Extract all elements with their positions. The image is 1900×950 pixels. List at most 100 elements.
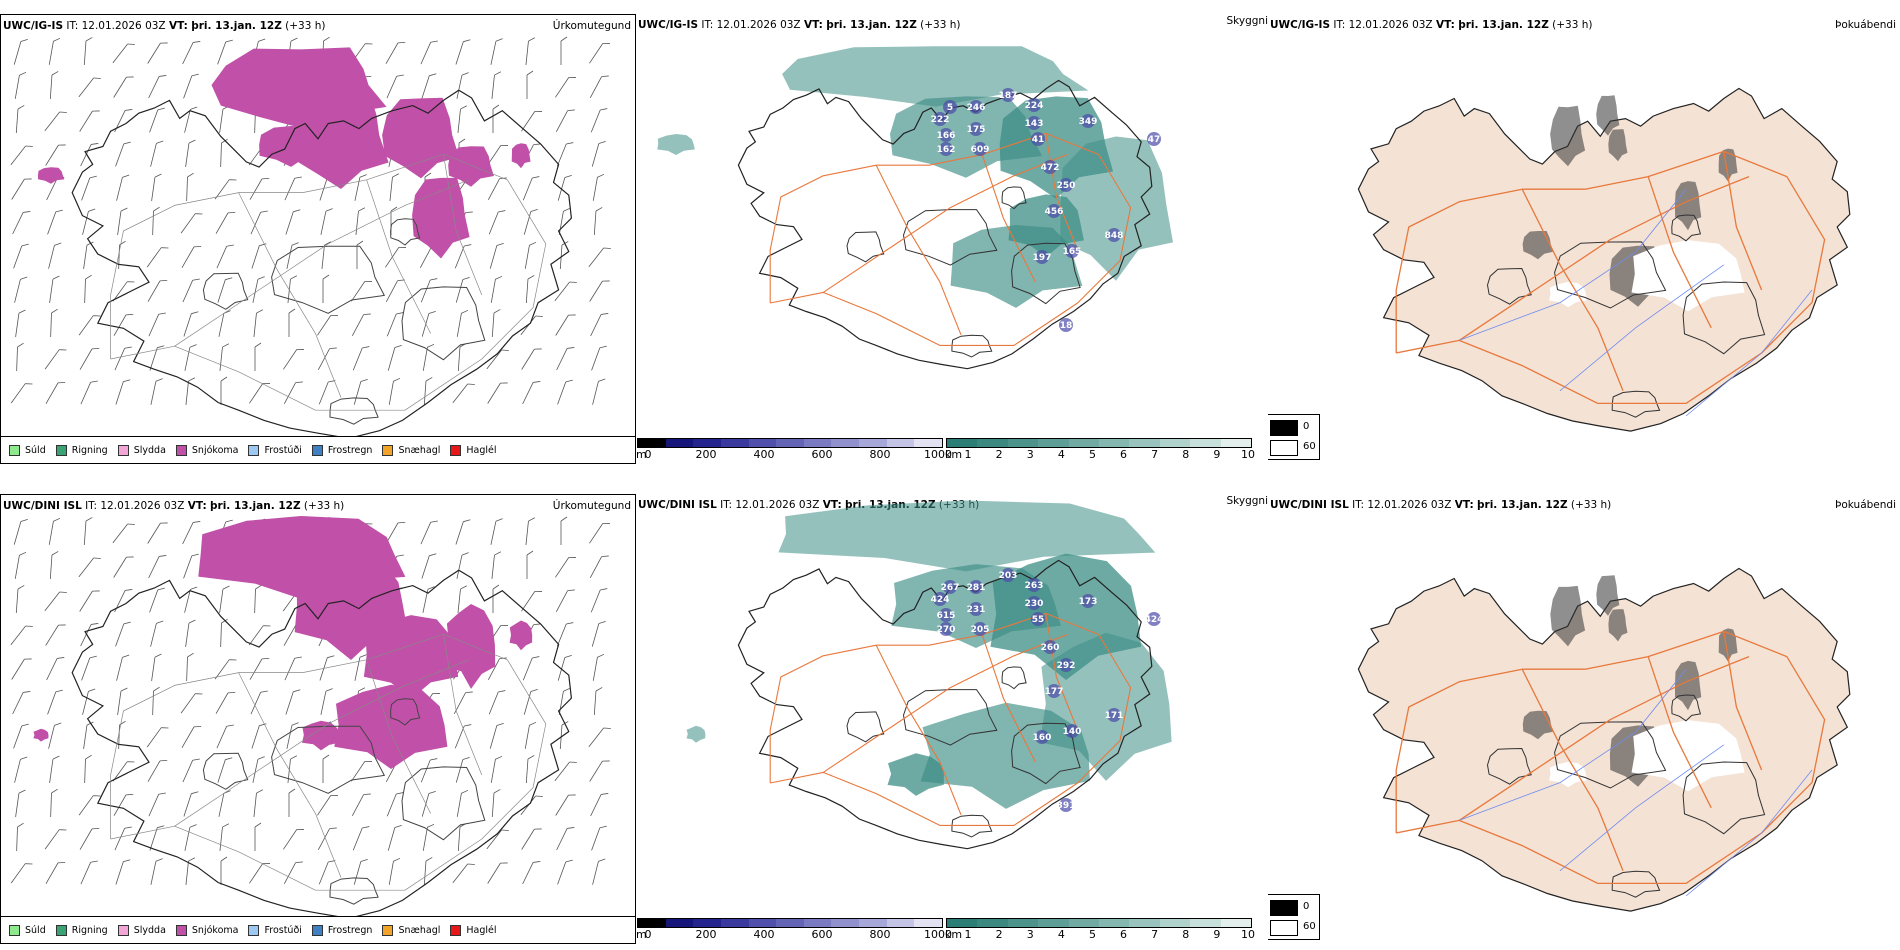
- wind-barb: [50, 308, 58, 338]
- wind-barb: [83, 517, 93, 546]
- road-line: [174, 659, 470, 827]
- glacier-outline: [846, 711, 885, 743]
- wind-barb-flag: [602, 522, 611, 524]
- glacier-outline: [1486, 747, 1532, 785]
- snow-area: [363, 615, 459, 699]
- glacier-outline: [271, 725, 386, 794]
- wind-barb-flag: [598, 620, 606, 624]
- colorbar-step: [977, 919, 1008, 927]
- wind-barb-staff: [184, 109, 191, 133]
- wind-barb-staff: [523, 211, 532, 235]
- wind-barb-flag: [222, 343, 230, 348]
- wind-barb: [320, 208, 333, 235]
- cloud-base-label: 231: [967, 605, 986, 615]
- wind-barb-staff: [147, 522, 161, 544]
- colorbar-step: [693, 919, 721, 927]
- cloud-base-label: 424: [1145, 615, 1164, 625]
- wind-barb: [487, 177, 507, 201]
- legend-label: Snjókoma: [191, 924, 239, 936]
- wind-barb: [457, 343, 467, 372]
- wind-barb: [589, 555, 609, 579]
- colorbar-tick: 4: [1057, 448, 1065, 461]
- wind-barb-flag: [90, 380, 98, 383]
- wind-barb: [219, 343, 230, 371]
- it-value: 12.01.2026 03Z: [1367, 499, 1452, 511]
- wind-barb-flag: [157, 587, 165, 591]
- wind-barb-staff: [588, 727, 604, 748]
- glacier-outline: [1682, 761, 1766, 835]
- colorbar-tick: 2: [995, 928, 1003, 941]
- wind-barb-staff: [521, 828, 535, 850]
- wind-barb-flag: [161, 247, 169, 249]
- colorbar-step: [638, 919, 666, 927]
- wind-barb: [254, 822, 262, 851]
- wind-barb-flag: [465, 211, 473, 214]
- wind-barb-flag: [465, 691, 473, 694]
- coastline: [737, 79, 1153, 370]
- it-label: IT:: [66, 20, 79, 32]
- wind-barb: [251, 723, 267, 749]
- wind-barb: [455, 756, 470, 783]
- wind-barb-flag: [259, 723, 267, 727]
- lead-time: (+33 h): [285, 20, 326, 32]
- wind-barb-staff: [589, 556, 602, 579]
- glacier-white: [1631, 240, 1745, 312]
- wind-barb-staff: [84, 278, 86, 304]
- wind-barb-flag: [427, 823, 435, 828]
- wind-barb: [185, 377, 196, 405]
- wind-barb-staff: [555, 77, 570, 98]
- cloud-base-marker: [1031, 612, 1045, 626]
- cloud-base-label: 160: [1033, 733, 1052, 743]
- wind-barb-flag: [229, 179, 237, 181]
- wind-barb-staff: [82, 691, 89, 715]
- legend-swatch: [55, 444, 67, 456]
- glacier-outline: [951, 334, 993, 358]
- cloud-base-label: 187: [999, 91, 1018, 101]
- legend-item: Frostregn: [311, 924, 372, 936]
- wind-barb-flag: [494, 71, 502, 76]
- wind-barb-flag: [363, 793, 371, 796]
- cloud-base-label: 18: [1060, 321, 1073, 331]
- wind-barb: [116, 174, 130, 201]
- wind-barb-staff: [118, 244, 120, 270]
- wind-barb: [591, 140, 606, 167]
- lead-time: (+33 h): [920, 19, 961, 31]
- wind-barb-staff: [318, 381, 329, 405]
- vt-label: VT:: [168, 20, 188, 32]
- colorbar-step: [914, 919, 943, 927]
- wind-barb-flag: [501, 349, 509, 351]
- glacier-outline: [202, 272, 249, 310]
- wind-barb-flag: [362, 346, 370, 349]
- wind-barb: [184, 586, 198, 613]
- snow-area: [446, 604, 496, 689]
- wind-barb-flag: [460, 105, 468, 110]
- wind-barb: [10, 145, 33, 166]
- wind-barb-flag: [160, 522, 168, 524]
- wind-barb: [560, 516, 568, 545]
- glacier-white: [1549, 281, 1587, 308]
- wind-barb-flag: [160, 42, 168, 44]
- legend-item: Haglél: [450, 444, 497, 456]
- wind-barb-flag: [92, 110, 100, 112]
- wind-barb-staff: [351, 314, 364, 337]
- wind-barb: [252, 276, 265, 303]
- land-area: [1357, 87, 1851, 432]
- wind-barb: [219, 585, 230, 613]
- legend-label: Snæhagl: [398, 444, 441, 456]
- wind-barb: [214, 179, 237, 200]
- wind-barb: [16, 342, 24, 372]
- wind-barb-flag: [221, 618, 228, 624]
- wind-barb-flag: [189, 824, 197, 828]
- fog-patch: [1718, 628, 1738, 662]
- cloud-base-label: 267: [941, 583, 960, 593]
- wind-barb-staff: [220, 142, 222, 168]
- wind-barb-staff: [151, 657, 156, 681]
- wind-barb-flag: [120, 687, 128, 692]
- wind-barb: [113, 794, 134, 816]
- wind-barb-staff: [489, 245, 498, 269]
- wind-barb-flag: [533, 381, 541, 383]
- wind-barb-flag: [229, 659, 237, 661]
- wind-barb: [82, 208, 96, 235]
- wind-barb-flag: [85, 754, 92, 760]
- wind-barb-staff: [387, 827, 396, 851]
